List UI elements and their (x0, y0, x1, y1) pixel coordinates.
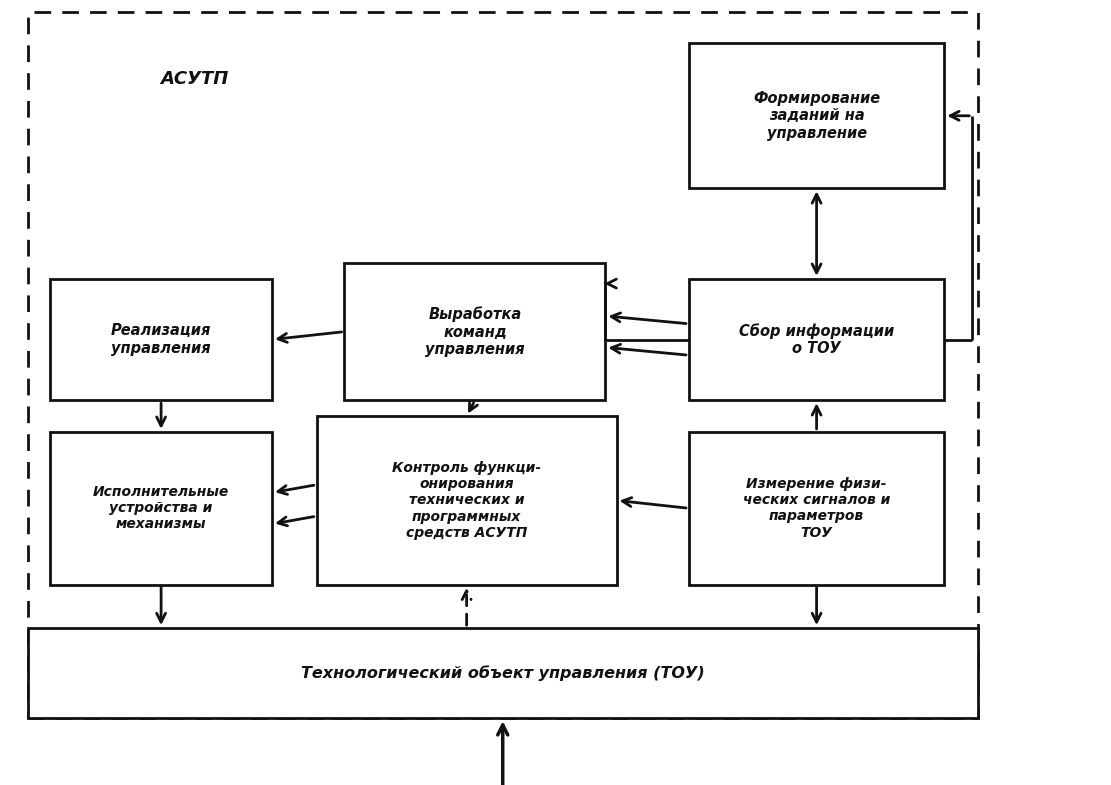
Text: Выработка
команд
управления: Выработка команд управления (426, 306, 524, 357)
Text: Исполнительные
устройства и
механизмы: Исполнительные устройства и механизмы (93, 485, 229, 531)
Bar (317, 416, 617, 585)
Text: Технологический объект управления (ТОУ): Технологический объект управления (ТОУ) (301, 665, 704, 681)
Text: Измерение физи-
ческих сигналов и
параметров
ТОУ: Измерение физи- ческих сигналов и параме… (743, 477, 890, 539)
Text: Контроль функци-
онирования
технических и
программных
средств АСУТП: Контроль функци- онирования технических … (392, 461, 541, 540)
Bar (689, 43, 944, 188)
Text: АСУТП: АСУТП (160, 70, 229, 87)
Bar (28, 12, 978, 718)
Bar (50, 432, 272, 585)
Bar (344, 263, 605, 400)
Text: Сбор информации
о ТОУ: Сбор информации о ТОУ (739, 323, 894, 356)
Bar (28, 628, 978, 718)
Bar (689, 432, 944, 585)
Bar (689, 279, 944, 400)
Text: Реализация
управления: Реализация управления (111, 323, 211, 356)
Bar (50, 279, 272, 400)
Text: Формирование
заданий на
управление: Формирование заданий на управление (753, 91, 880, 141)
